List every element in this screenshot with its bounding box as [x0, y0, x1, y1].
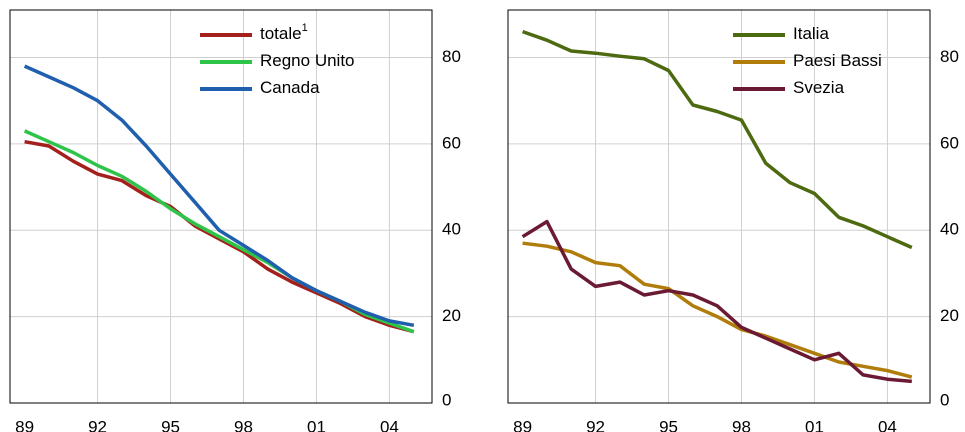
legend-label: totale1 — [260, 22, 308, 44]
x-tick-label: 95 — [659, 417, 678, 432]
data-line — [522, 29, 913, 250]
y-tick-label: 40 — [442, 220, 461, 239]
x-tick-label: 01 — [805, 417, 824, 432]
legend-label: Paesi Bassi — [793, 51, 882, 70]
legend-name: Regno Unito — [260, 51, 355, 70]
legend-label: Svezia — [793, 78, 845, 97]
x-tick-label: 89 — [513, 417, 532, 432]
y-tick-label: 80 — [940, 47, 959, 66]
x-tick-label: 04 — [380, 417, 399, 432]
plot-frame — [507, 9, 931, 404]
x-tick-label: 95 — [161, 417, 180, 432]
legend-name: Svezia — [793, 78, 845, 97]
x-tick-label: 01 — [307, 417, 326, 432]
plot-frame — [9, 9, 433, 404]
x-tick-label: 98 — [234, 417, 253, 432]
x-tick-label: 92 — [586, 417, 605, 432]
data-line — [23, 64, 415, 328]
legend-name: Italia — [793, 24, 829, 43]
legend-name: Paesi Bassi — [793, 51, 882, 70]
legend-note: 1 — [302, 22, 308, 34]
legend-name: Canada — [260, 78, 320, 97]
legend-label: Regno Unito — [260, 51, 355, 70]
legend-label: Italia — [793, 24, 829, 43]
y-tick-label: 0 — [940, 390, 949, 409]
x-tick-label: 04 — [878, 417, 897, 432]
legend-name: totale — [260, 24, 302, 43]
y-tick-label: 40 — [940, 220, 959, 239]
legend-label: Canada — [260, 78, 320, 97]
y-tick-label: 60 — [442, 133, 461, 152]
y-tick-label: 60 — [940, 133, 959, 152]
data-line — [522, 241, 913, 379]
y-tick-label: 0 — [442, 390, 451, 409]
x-tick-label: 89 — [15, 417, 34, 432]
data-line — [521, 219, 912, 384]
data-line — [24, 139, 415, 334]
x-tick-label: 92 — [88, 417, 107, 432]
y-tick-label: 20 — [940, 306, 959, 325]
x-tick-label: 98 — [732, 417, 751, 432]
y-tick-label: 20 — [442, 306, 461, 325]
y-tick-label: 80 — [442, 47, 461, 66]
